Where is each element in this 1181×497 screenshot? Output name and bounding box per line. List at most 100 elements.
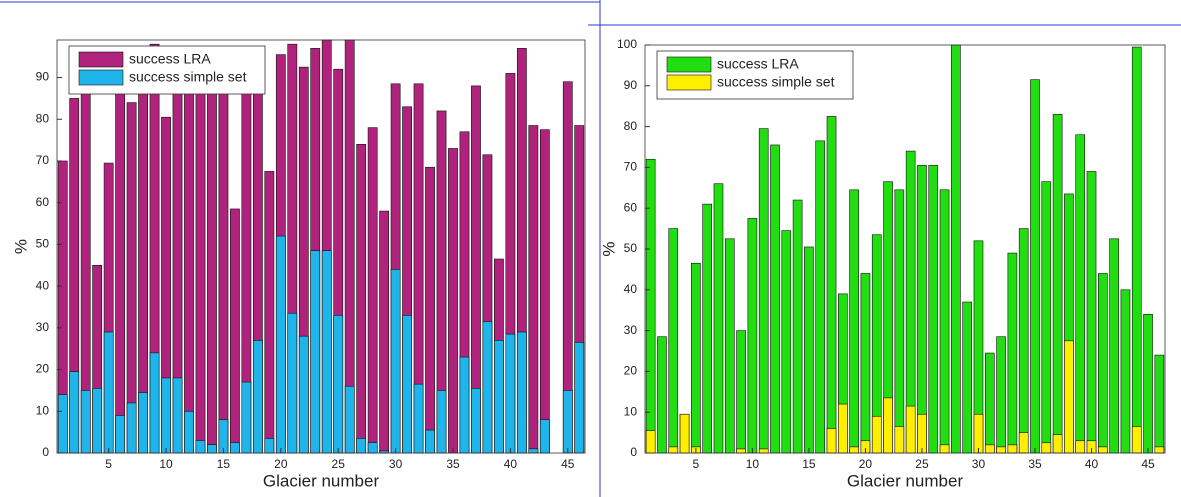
bar	[1109, 238, 1119, 454]
x-tick-label: 35	[1028, 457, 1042, 471]
bar	[367, 127, 378, 454]
bar	[115, 415, 126, 454]
y-tick-label: 70	[624, 160, 638, 174]
bar	[471, 388, 481, 454]
bar	[264, 438, 275, 454]
bar	[57, 394, 68, 454]
x-tick-label: 5	[693, 457, 700, 471]
legend-label: success LRA	[717, 56, 799, 72]
x-axis-label: Glacier number	[263, 471, 380, 490]
bar	[344, 385, 355, 454]
bar	[1007, 252, 1018, 454]
bar	[207, 444, 217, 454]
y-tick-label: 50	[36, 237, 50, 251]
bar	[539, 419, 550, 454]
bar	[184, 410, 194, 454]
bar	[1007, 444, 1018, 454]
bar	[1052, 434, 1063, 454]
bar	[241, 381, 252, 454]
bar	[770, 144, 780, 454]
bar	[402, 315, 412, 454]
bar	[973, 413, 984, 454]
bar	[645, 430, 656, 454]
y-tick-label: 10	[36, 403, 50, 417]
bar	[115, 85, 126, 454]
bar	[917, 165, 927, 454]
x-tick-label: 45	[561, 457, 575, 471]
bar	[1120, 289, 1131, 454]
y-tick-label: 30	[36, 320, 50, 334]
x-tick-label: 15	[802, 457, 816, 471]
bar	[195, 73, 206, 454]
y-tick-label: 60	[624, 200, 638, 214]
bar	[758, 128, 769, 454]
bar	[1018, 432, 1029, 454]
bar	[939, 189, 950, 454]
bar	[905, 405, 916, 454]
legend-swatch	[666, 74, 712, 91]
bar	[1131, 426, 1142, 454]
x-tick-label: 10	[159, 457, 173, 471]
bar	[138, 392, 148, 454]
bar	[459, 356, 470, 454]
bar	[691, 262, 701, 454]
bar	[80, 390, 91, 454]
bar	[1143, 313, 1153, 454]
bar	[367, 442, 378, 454]
bar	[562, 390, 573, 454]
bar	[184, 89, 194, 454]
bar	[894, 189, 905, 454]
bar	[425, 429, 435, 454]
bar	[815, 140, 826, 454]
bar	[425, 166, 435, 454]
bar	[668, 446, 679, 454]
y-tick-label: 40	[36, 278, 50, 292]
y-tick-label: 50	[624, 241, 638, 255]
bar	[747, 218, 758, 454]
bar	[103, 331, 114, 454]
bar	[494, 340, 504, 454]
bar	[356, 143, 367, 454]
bar	[928, 165, 939, 454]
bar	[826, 428, 837, 454]
bar	[917, 413, 927, 454]
bar	[413, 383, 424, 454]
x-tick-label: 45	[1141, 457, 1155, 471]
legend-swatch	[78, 69, 124, 86]
bar	[310, 250, 321, 454]
x-tick-label: 20	[274, 457, 288, 471]
bar	[781, 230, 792, 454]
bar	[356, 438, 367, 454]
x-tick-label: 5	[105, 457, 112, 471]
bar	[736, 330, 746, 454]
bar	[505, 333, 516, 454]
bar	[1041, 442, 1052, 454]
bar	[528, 125, 539, 454]
x-tick-label: 10	[746, 457, 760, 471]
bar	[736, 448, 746, 454]
y-tick-label: 80	[624, 119, 638, 133]
bar	[883, 397, 893, 454]
bar	[1018, 228, 1029, 454]
bar	[275, 235, 286, 454]
y-tick-label: 40	[624, 282, 638, 296]
x-tick-label: 40	[504, 457, 518, 471]
bar	[1052, 114, 1063, 454]
bar	[962, 301, 972, 454]
bar	[321, 250, 332, 454]
bar	[1098, 446, 1108, 454]
bar	[298, 335, 309, 454]
bar	[668, 228, 679, 454]
bar	[1086, 171, 1097, 454]
y-tick-label: 90	[624, 78, 638, 92]
bar	[574, 342, 585, 454]
bar	[218, 419, 229, 454]
bar	[161, 377, 171, 454]
bar	[528, 448, 539, 454]
bar	[1075, 134, 1086, 454]
x-tick-label: 30	[389, 457, 403, 471]
bar	[379, 210, 390, 454]
bar	[252, 340, 263, 454]
